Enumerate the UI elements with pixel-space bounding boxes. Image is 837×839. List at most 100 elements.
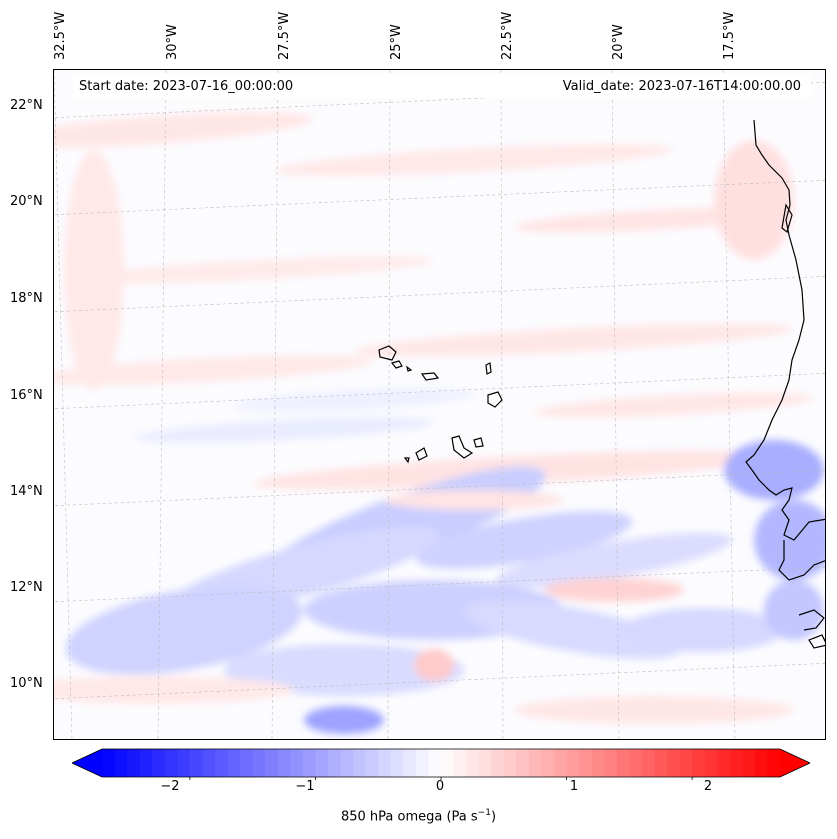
colorbar-cell (277, 749, 291, 777)
omega-field-patch (754, 500, 825, 580)
colorbar-cell (215, 749, 229, 777)
omega-field-patch (764, 580, 824, 640)
omega-field-patch (544, 578, 684, 602)
colorbar-cell (415, 749, 429, 777)
omega-field-patch (54, 676, 294, 704)
colorbar-cell (164, 749, 178, 777)
gridlines (54, 70, 825, 739)
colorbar (72, 748, 810, 780)
omega-field-patch (54, 112, 314, 148)
omega-field-map (54, 70, 825, 739)
colorbar-cell (478, 749, 492, 777)
omega-field-patch (74, 256, 434, 284)
colorbar-cell (717, 749, 731, 777)
lat-label-22n: 22°N (10, 98, 43, 113)
colorbar-tick-1: 1 (569, 779, 579, 794)
colorbar-cell (466, 749, 480, 777)
start-date-text: Start date: 2023-07-16_00:00:00 (79, 79, 294, 94)
colorbar-cell (566, 749, 580, 777)
colorbar-cell (340, 749, 354, 777)
colorbar-label: 850 hPa omega (Pa s−1) (340, 808, 497, 825)
omega-field-layer (54, 112, 825, 734)
lon-label-22-5w: 22.5°W (500, 11, 515, 60)
omega-field-patch (624, 608, 784, 652)
colorbar-cell (516, 749, 530, 777)
colorbar-cell (629, 749, 643, 777)
colorbar-cell (641, 749, 655, 777)
lat-label-12n: 12°N (10, 580, 43, 595)
omega-field-patch (384, 490, 564, 510)
colorbar-cell (403, 749, 417, 777)
colorbar-cell (654, 749, 668, 777)
colorbar-cell (202, 749, 216, 777)
colorbar-cell (491, 749, 505, 777)
omega-field-patch (134, 417, 434, 443)
lon-label-20w: 20°W (611, 24, 626, 60)
colorbar-cell (139, 749, 153, 777)
lat-label-14n: 14°N (10, 484, 43, 499)
colorbar-cell (252, 749, 266, 777)
colorbar-cell (453, 749, 467, 777)
omega-field-patch (534, 392, 814, 418)
lat-label-18n: 18°N (10, 291, 43, 306)
colorbar-cell (692, 749, 706, 777)
colorbar-tick-marks (189, 777, 693, 780)
colorbar-cell (579, 749, 593, 777)
colorbar-tick-minus2: −2 (160, 779, 180, 794)
omega-field-patch (514, 696, 794, 724)
lon-label-27-5w: 27.5°W (277, 11, 292, 60)
lat-label-10n: 10°N (10, 676, 43, 691)
omega-field-patch (274, 144, 674, 176)
colorbar-cell (704, 749, 718, 777)
colorbar-cell (102, 749, 116, 777)
omega-field-patch (224, 644, 464, 696)
colorbar-cell (754, 749, 768, 777)
omega-field-patch (714, 140, 794, 260)
colorbar-cell (127, 749, 141, 777)
colorbar-outline (72, 748, 810, 778)
colorbar-cell (767, 749, 781, 777)
colorbar-cell (315, 749, 329, 777)
colorbar-cell (604, 749, 618, 777)
omega-field-patch (724, 440, 824, 500)
lon-label-32-5w: 32.5°W (53, 11, 68, 60)
colorbar-cell (616, 749, 630, 777)
map-panel: Start date: 2023-07-16_00:00:00 Valid_da… (53, 69, 826, 740)
colorbar-cell (428, 749, 442, 777)
colorbar-cell (554, 749, 568, 777)
colorbar-cell (441, 749, 455, 777)
colorbar-cell (353, 749, 367, 777)
colorbar-tick-minus1: −1 (295, 779, 315, 794)
colorbar-cell (265, 749, 279, 777)
omega-field-patch (465, 601, 683, 659)
colorbar-cell (365, 749, 379, 777)
lat-label-16n: 16°N (10, 388, 43, 403)
colorbar-tick-2: 2 (703, 779, 713, 794)
lat-label-20n: 20°N (10, 194, 43, 209)
lon-label-25w: 25°W (389, 24, 404, 60)
colorbar-cell (390, 749, 404, 777)
colorbar-cell (114, 749, 128, 777)
colorbar-cell (378, 749, 392, 777)
colorbar-cell (189, 749, 203, 777)
omega-field-patch (354, 323, 794, 357)
colorbar-cell (152, 749, 166, 777)
colorbar-cell (302, 749, 316, 777)
colorbar-cell (679, 749, 693, 777)
colorbar-max-extend (780, 749, 810, 777)
omega-field-patch (234, 388, 474, 412)
colorbar-cell (240, 749, 254, 777)
colorbar-cell (227, 749, 241, 777)
colorbar-cells (102, 749, 781, 777)
omega-field-patch (65, 585, 303, 675)
colorbar-cell (177, 749, 191, 777)
colorbar-cell (528, 749, 542, 777)
colorbar-cell (742, 749, 756, 777)
colorbar-cell (591, 749, 605, 777)
colorbar-cell (290, 749, 304, 777)
omega-field-patch (54, 355, 374, 385)
lon-label-17-5w: 17.5°W (722, 11, 737, 60)
omega-field-patch (304, 706, 384, 734)
lon-label-30w: 30°W (165, 24, 180, 60)
colorbar-cell (328, 749, 342, 777)
